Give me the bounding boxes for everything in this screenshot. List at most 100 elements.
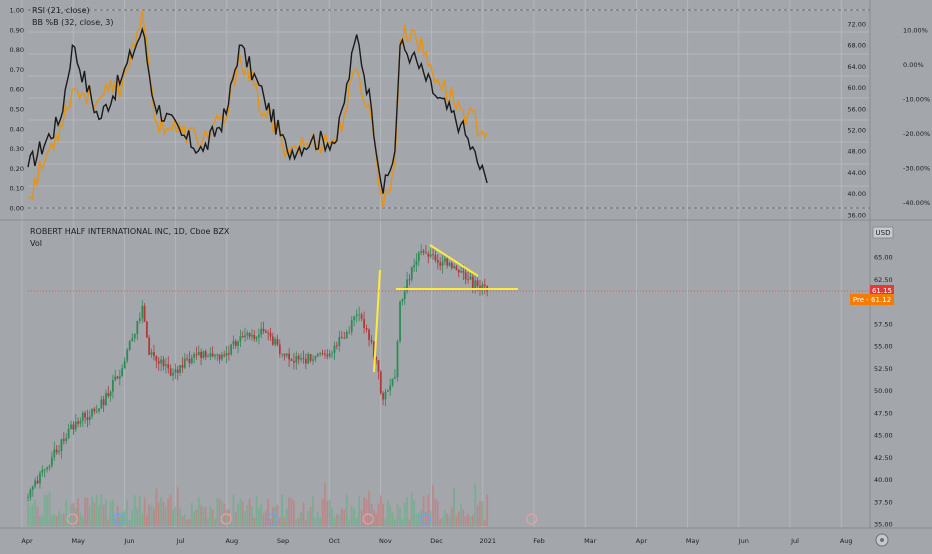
candle-body[interactable]	[260, 328, 263, 335]
candle-body[interactable]	[105, 393, 107, 406]
candle-body[interactable]	[102, 399, 105, 406]
candle-body[interactable]	[262, 328, 265, 332]
candle-body[interactable]	[138, 318, 141, 321]
candle-body[interactable]	[60, 439, 63, 452]
candle-body[interactable]	[186, 358, 189, 360]
candle-body[interactable]	[467, 279, 469, 281]
candle-body[interactable]	[288, 353, 291, 360]
symbol-title[interactable]: ROBERT HALF INTERNATIONAL INC, 1D, Cboe …	[30, 227, 230, 236]
candle-body[interactable]	[379, 371, 382, 394]
candle-body[interactable]	[174, 369, 177, 373]
candle-body[interactable]	[462, 271, 465, 273]
candle-body[interactable]	[95, 410, 98, 412]
candle-body[interactable]	[244, 335, 246, 338]
candle-body[interactable]	[114, 376, 117, 380]
candle-body[interactable]	[188, 358, 191, 364]
candle-body[interactable]	[74, 421, 77, 430]
candle-body[interactable]	[211, 353, 214, 357]
candle-body[interactable]	[48, 465, 51, 468]
candle-body[interactable]	[360, 314, 363, 319]
candle-body[interactable]	[241, 336, 244, 338]
candle-body[interactable]	[450, 262, 453, 268]
candle-body[interactable]	[304, 358, 307, 364]
candle-body[interactable]	[232, 341, 235, 345]
candle-body[interactable]	[27, 497, 29, 499]
candle-body[interactable]	[469, 276, 472, 280]
bb-percent-line[interactable]	[27, 9, 488, 209]
candle-body[interactable]	[403, 291, 406, 300]
candle-body[interactable]	[153, 352, 155, 357]
candle-body[interactable]	[157, 361, 160, 364]
candle-body[interactable]	[41, 469, 44, 473]
candle-body[interactable]	[471, 276, 474, 288]
candle-body[interactable]	[207, 356, 209, 358]
candle-body[interactable]	[121, 368, 124, 377]
candle-body[interactable]	[355, 314, 358, 317]
candle-body[interactable]	[50, 457, 53, 466]
candle-body[interactable]	[345, 331, 348, 339]
candle-body[interactable]	[396, 341, 399, 378]
candle-body[interactable]	[307, 354, 310, 364]
candle-body[interactable]	[446, 258, 449, 266]
candle-body[interactable]	[223, 354, 226, 356]
candle-body[interactable]	[172, 372, 174, 376]
candle-body[interactable]	[133, 334, 136, 339]
candle-body[interactable]	[58, 451, 60, 453]
candle-body[interactable]	[100, 399, 103, 409]
candle-body[interactable]	[88, 416, 91, 420]
candle-body[interactable]	[197, 351, 200, 355]
candle-body[interactable]	[162, 359, 165, 367]
candle-body[interactable]	[417, 252, 420, 261]
candle-body[interactable]	[46, 467, 49, 470]
candle-body[interactable]	[391, 378, 394, 386]
candle-body[interactable]	[136, 320, 139, 335]
candle-body[interactable]	[453, 266, 456, 268]
candle-body[interactable]	[460, 271, 462, 273]
candle-body[interactable]	[358, 314, 361, 316]
candle-body[interactable]	[408, 279, 411, 281]
candle-body[interactable]	[441, 261, 444, 266]
currency-badge[interactable]: USD	[872, 226, 894, 239]
candle-body[interactable]	[474, 280, 477, 288]
candle-body[interactable]	[483, 284, 486, 287]
candle-body[interactable]	[278, 344, 281, 354]
candle-body[interactable]	[422, 250, 425, 253]
candle-body[interactable]	[382, 393, 384, 400]
candle-body[interactable]	[300, 358, 302, 360]
candle-body[interactable]	[131, 338, 134, 341]
candle-body[interactable]	[363, 318, 366, 328]
candle-body[interactable]	[39, 472, 41, 484]
candle-body[interactable]	[312, 359, 314, 361]
candle-body[interactable]	[214, 355, 216, 357]
candle-body[interactable]	[377, 360, 380, 372]
candle-body[interactable]	[429, 254, 432, 257]
event-marker-icon[interactable]	[526, 513, 538, 525]
candle-body[interactable]	[319, 352, 322, 354]
candle-body[interactable]	[181, 365, 184, 368]
candle-body[interactable]	[436, 260, 439, 263]
candle-body[interactable]	[406, 279, 408, 292]
candle-body[interactable]	[179, 365, 181, 373]
candle-body[interactable]	[91, 408, 93, 417]
candle-body[interactable]	[164, 364, 167, 367]
candle-body[interactable]	[309, 354, 312, 361]
candle-body[interactable]	[343, 337, 346, 339]
candle-body[interactable]	[283, 353, 286, 356]
candle-body[interactable]	[123, 360, 126, 369]
candle-body[interactable]	[234, 341, 237, 346]
candle-body[interactable]	[169, 368, 172, 376]
candle-body[interactable]	[79, 420, 82, 424]
candle-body[interactable]	[36, 480, 39, 484]
candle-body[interactable]	[145, 321, 148, 338]
candle-body[interactable]	[281, 353, 284, 355]
candle-body[interactable]	[255, 337, 258, 339]
candle-body[interactable]	[93, 408, 96, 412]
candle-body[interactable]	[143, 305, 146, 322]
candle-body[interactable]	[251, 335, 253, 337]
candle-body[interactable]	[372, 341, 375, 357]
candle-body[interactable]	[118, 376, 121, 379]
candle-body[interactable]	[290, 359, 293, 361]
candle-body[interactable]	[321, 352, 324, 354]
candle-body[interactable]	[218, 354, 221, 360]
candle-body[interactable]	[77, 421, 80, 424]
